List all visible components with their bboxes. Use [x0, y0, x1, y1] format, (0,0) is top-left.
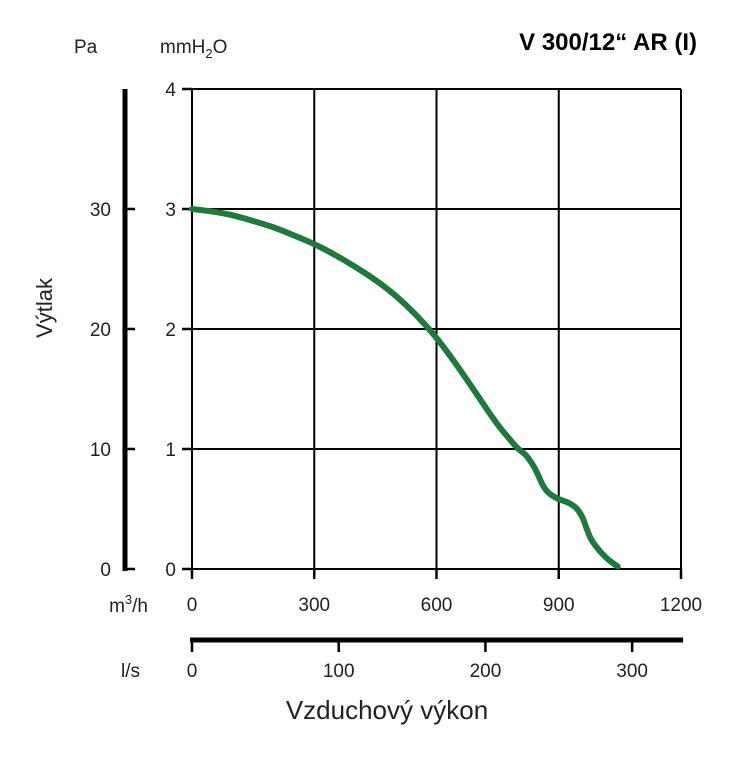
y-pa-tick-label-0: 0: [100, 560, 111, 581]
x-m3h-tick-label-4: 1200: [660, 595, 702, 616]
axes: 0 1 2 3 4 mmH2O 0 10 20 30 Pa 0 300 600 900 1200 m3/h 0 10…: [74, 37, 702, 682]
y-mm-unit-subscript: 2: [205, 46, 212, 61]
x-m3h-tick-label-1: 300: [298, 595, 330, 616]
x-m3h-unit-label: m3/h: [109, 592, 148, 617]
y-pa-tick-label-1: 10: [90, 440, 111, 461]
x-m3h-unit-superscript: 3: [125, 592, 132, 607]
performance-curve-0: [189, 206, 621, 570]
x-m3h-tick-label-0: 0: [187, 595, 198, 616]
y-mm-tick-label-4: 4: [165, 80, 176, 101]
y-mm-unit-label: mmH2O: [160, 37, 227, 61]
x-m3h-tick-label-2: 600: [421, 595, 453, 616]
y-mm-tick-label-0: 0: [165, 560, 176, 581]
x-ls-tick-label-2: 200: [470, 661, 502, 682]
x-m3h-tick-label-3: 900: [543, 595, 575, 616]
y-mm-tick-label-2: 2: [165, 320, 176, 341]
y-pa-tick-label-2: 20: [90, 320, 111, 341]
grid: [191, 88, 682, 570]
y-mm-unit-tail: O: [213, 37, 228, 58]
x-ls-tick-label-3: 300: [616, 661, 648, 682]
y-pa-unit-label: Pa: [74, 37, 98, 58]
y-mm-tick-label-3: 3: [165, 200, 176, 221]
y-axis-title: Výtlak: [32, 277, 57, 338]
y-pa-tick-label-3: 30: [90, 200, 111, 221]
x-ls-tick-label-1: 100: [323, 661, 355, 682]
curve-layer: [189, 206, 621, 570]
x-ls-unit-label: l/s: [121, 661, 140, 682]
y-mm-tick-label-1: 1: [165, 440, 176, 461]
x-axis-title: Vzduchový výkon: [286, 695, 488, 725]
x-ls-tick-label-0: 0: [187, 661, 198, 682]
chart-title: V 300/12“ AR (I): [519, 29, 697, 56]
x-m3h-unit-tail: /h: [132, 596, 148, 617]
